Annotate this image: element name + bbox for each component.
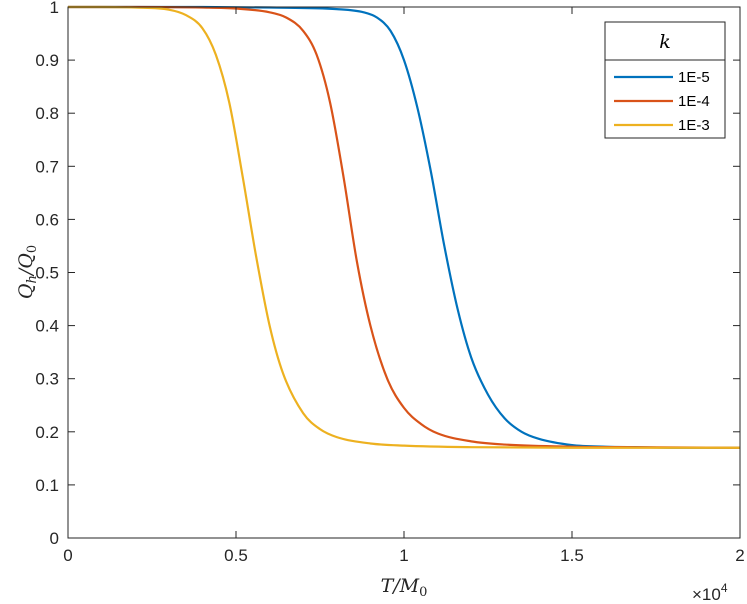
legend-label: 1E-5 [678,69,710,86]
series-lines [68,5,741,449]
x-tick-label: 1 [399,546,408,565]
legend-label: 1E-3 [678,117,710,134]
legend-title: k [659,31,671,53]
x-axis-multiplier: ×104 [692,581,728,604]
y-tick-label: 0.3 [35,370,59,389]
legend: k 1E-5 1E-4 1E-3 [604,21,726,139]
x-tick-label: 0.5 [224,546,248,565]
y-axis-title-num: Q [15,284,37,300]
x-tick-label: 1.5 [560,546,584,565]
y-tick-label: 0.2 [35,423,59,442]
y-tick-label: 1 [50,0,59,17]
y-tick-label: 0.1 [35,476,59,495]
x-axis-title-sub: 0 [419,585,427,600]
y-tick-label: 0.6 [35,210,59,229]
y-tick-label: 0.5 [35,264,59,283]
x-axis-multiplier-base: ×10 [692,585,721,604]
y-axis-title: Qh/Q0 [15,245,40,299]
legend-box [604,21,726,139]
y-tick-label: 0 [50,529,59,548]
x-tick-label: 0 [63,546,72,565]
y-tick-label: 0.8 [35,104,59,123]
y-tick-label: 0.4 [35,317,59,336]
series-line-1E-4 [68,5,741,449]
x-tick-label: 2 [735,546,744,565]
y-axis-title-den-sub: 0 [25,245,40,253]
axis-ticks: 0 0.5 1 1.5 2 0 0.1 0.2 0.3 0.4 0.5 0.6 0.7 0.8 0.9 1 [35,0,744,565]
x-axis-multiplier-exp: 4 [721,581,728,595]
legend-label: 1E-4 [678,93,710,110]
y-tick-label: 0.7 [35,157,59,176]
y-tick-label: 0.9 [35,51,59,70]
series-line-1E-3 [68,5,740,449]
x-axis-title-main: T/M [381,575,420,597]
x-axis-title: T/M0 [381,575,428,600]
y-axis-title-slash: /Q [15,253,37,277]
legend-items: 1E-5 1E-4 1E-3 [614,69,710,134]
y-axis-title-num-sub: h [25,275,40,283]
